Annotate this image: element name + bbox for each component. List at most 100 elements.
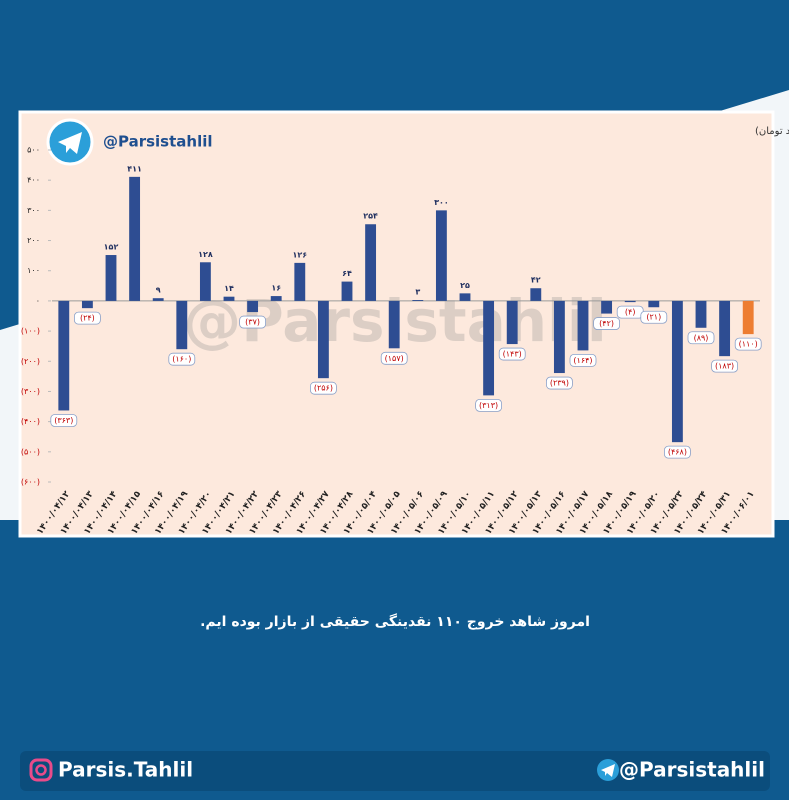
value-label: (۲۵۶) (314, 384, 333, 393)
bar (671, 300, 683, 443)
y-tick-label: ۲۰۰ (27, 236, 40, 245)
label-box (664, 445, 691, 459)
y-tick-label: (۶۰۰) (21, 478, 40, 487)
value-label: (۲۱) (646, 313, 661, 322)
label-box (475, 398, 503, 412)
label-box (711, 359, 738, 373)
label-box (734, 337, 762, 351)
logo-handle: @Parsistahlil (103, 133, 213, 151)
value-label: ۱۲۶ (292, 250, 307, 259)
label-box (498, 347, 526, 361)
value-label: (۱۶۰) (172, 355, 191, 364)
bar (648, 300, 660, 308)
bar (412, 300, 424, 301)
value-label: (۸۹) (694, 333, 709, 342)
caption: امروز شاهد خروج ۱۱۰ نقدینگی حقیقی از باز… (200, 613, 590, 630)
value-label: (۱۸۳) (715, 362, 734, 371)
chart-title: جریان ارزش تغییر مالکیت از حقوقی به حقیق… (755, 126, 789, 137)
y-tick-label: (۵۰۰) (21, 447, 40, 456)
y-tick-label: (۲۰۰) (21, 357, 40, 366)
value-label: (۲۳۹) (550, 379, 569, 388)
value-label: ۹ (156, 286, 161, 295)
value-label: ۱۵۲ (104, 243, 119, 252)
label-box (546, 376, 573, 390)
footer-bar (20, 751, 770, 791)
value-label: ۲۵ (460, 281, 470, 290)
y-tick-label: ۱۰۰ (27, 266, 40, 275)
bar (459, 293, 471, 301)
value-label: (۱۴۳) (503, 350, 522, 359)
telegram-handle: @Parsistahlil (619, 758, 765, 782)
bar (223, 296, 235, 301)
instagram-handle: Parsis.Tahlil (58, 758, 193, 782)
value-label: ۱۶ (271, 284, 281, 293)
bar (530, 288, 542, 301)
value-label: ۲۵۴ (363, 212, 378, 221)
bar (152, 298, 164, 301)
value-label: (۳۱۳) (479, 401, 498, 410)
y-tick-label: ۰ (36, 296, 40, 305)
value-label: ۳۰۰ (434, 198, 449, 207)
bar (483, 300, 495, 396)
label-box (239, 315, 267, 329)
bar (577, 300, 589, 351)
value-label: ۱۴ (224, 284, 234, 293)
y-tick-label: ۴۰۰ (27, 176, 40, 185)
y-tick-label: ۳۰۰ (27, 206, 40, 215)
value-label: (۲۴) (80, 314, 95, 323)
value-label: (۴۶۸) (668, 448, 687, 457)
plane (58, 132, 82, 154)
bar (105, 255, 117, 301)
y-tick-label: (۴۰۰) (21, 417, 40, 426)
y-tick-label: (۳۰۰) (21, 387, 40, 396)
bar (129, 176, 141, 301)
value-label: ۴۲ (531, 276, 541, 285)
logo (46, 118, 94, 166)
label-box (309, 381, 337, 395)
bar (270, 296, 282, 301)
label-box (569, 354, 597, 367)
plane (601, 764, 615, 777)
label-box (380, 351, 408, 365)
label-box (593, 317, 620, 330)
instagram-icon (29, 758, 53, 782)
bar (388, 300, 400, 349)
bar (317, 300, 329, 379)
label-box (687, 331, 715, 345)
value-label: (۳۷) (245, 318, 260, 327)
bar (506, 300, 518, 345)
value-label: (۱۱۰) (739, 340, 758, 349)
instagram-lens (35, 764, 47, 776)
value-label: ۶۴ (342, 269, 352, 278)
value-label: (۱۶۴) (573, 356, 592, 365)
value-label: (۱۵۷) (385, 354, 404, 363)
bar (81, 300, 93, 309)
y-tick-label: (۱۰۰) (21, 327, 40, 336)
value-label: ۱۲۸ (198, 250, 213, 259)
value-label: (۴) (625, 308, 636, 317)
value-label: ۴۱۱ (127, 164, 142, 173)
bar (176, 300, 188, 350)
bar (435, 210, 447, 301)
bar (294, 262, 306, 301)
label-box (50, 414, 78, 427)
bar (247, 300, 259, 313)
value-label: (۳۶۳) (54, 416, 73, 425)
bar (695, 300, 707, 328)
bar (553, 300, 565, 374)
y-tick-label: ۵۰۰ (27, 146, 40, 155)
bar (624, 300, 636, 303)
bar (199, 262, 211, 301)
label-box (640, 310, 668, 324)
value-label: (۴۲) (599, 319, 614, 328)
value-label: ۳ (415, 288, 420, 297)
label-box (168, 352, 196, 366)
bar (365, 224, 377, 301)
label-box (74, 311, 101, 325)
bar (58, 300, 70, 411)
bar (601, 300, 613, 314)
bar (742, 300, 754, 335)
bar (719, 300, 731, 357)
bar (341, 281, 353, 301)
